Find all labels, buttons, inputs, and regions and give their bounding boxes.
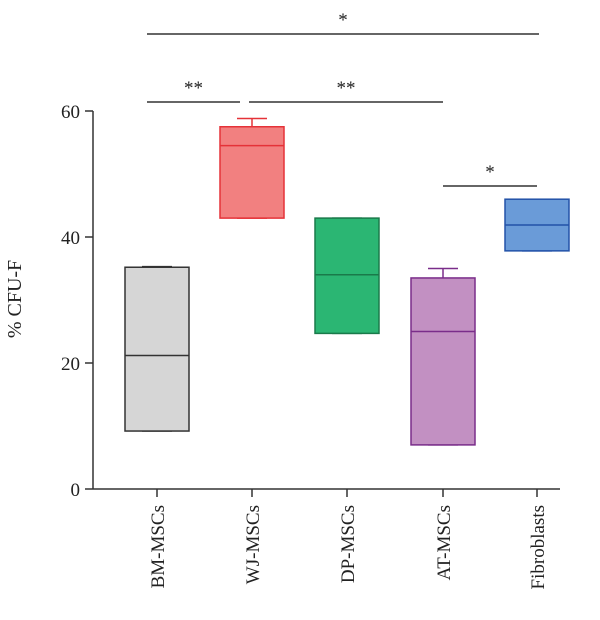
- box-fibroblasts: [504, 198, 570, 252]
- category-label: DP-MSCs: [338, 505, 359, 583]
- significance-bracket: **: [249, 78, 443, 103]
- box-at-mscs: [410, 267, 476, 446]
- significance-label: **: [184, 78, 203, 99]
- x-ticks: BM-MSCs WJ-MSCs DP-MSCs AT-MSCs Fibroblasts: [148, 489, 549, 589]
- significance-brackets: *** ***: [147, 10, 539, 187]
- y-tick-label: 0: [71, 480, 81, 501]
- y-ticks: 0 20 40 60: [61, 102, 93, 501]
- category-label: AT-MSCs: [434, 505, 455, 580]
- y-tick-label: 40: [61, 228, 80, 249]
- box-dp-mscs: [314, 217, 380, 335]
- axes: 0 20 40 60 BM-MSCs WJ-MSCs DP-MSCs AT-MSCs Fibr…: [61, 102, 560, 589]
- iqr-box: [219, 126, 285, 219]
- significance-bracket: *: [147, 10, 539, 35]
- iqr-box: [410, 277, 476, 446]
- significance-label: **: [337, 78, 356, 99]
- y-axis-title: % CFU-F: [4, 260, 26, 338]
- category-label: BM-MSCs: [148, 505, 169, 588]
- boxes: [124, 117, 570, 446]
- box-bm-mscs: [124, 265, 190, 432]
- significance-bracket: *: [443, 162, 537, 187]
- significance-label: *: [485, 162, 495, 183]
- category-label: WJ-MSCs: [243, 505, 264, 584]
- significance-bracket: **: [147, 78, 240, 103]
- iqr-box: [124, 266, 190, 432]
- iqr-box: [314, 217, 380, 335]
- box-wj-mscs: [219, 117, 285, 219]
- y-tick-label: 20: [61, 354, 80, 375]
- significance-label: *: [338, 10, 348, 31]
- category-label: Fibroblasts: [528, 505, 549, 589]
- y-tick-label: 60: [61, 102, 80, 123]
